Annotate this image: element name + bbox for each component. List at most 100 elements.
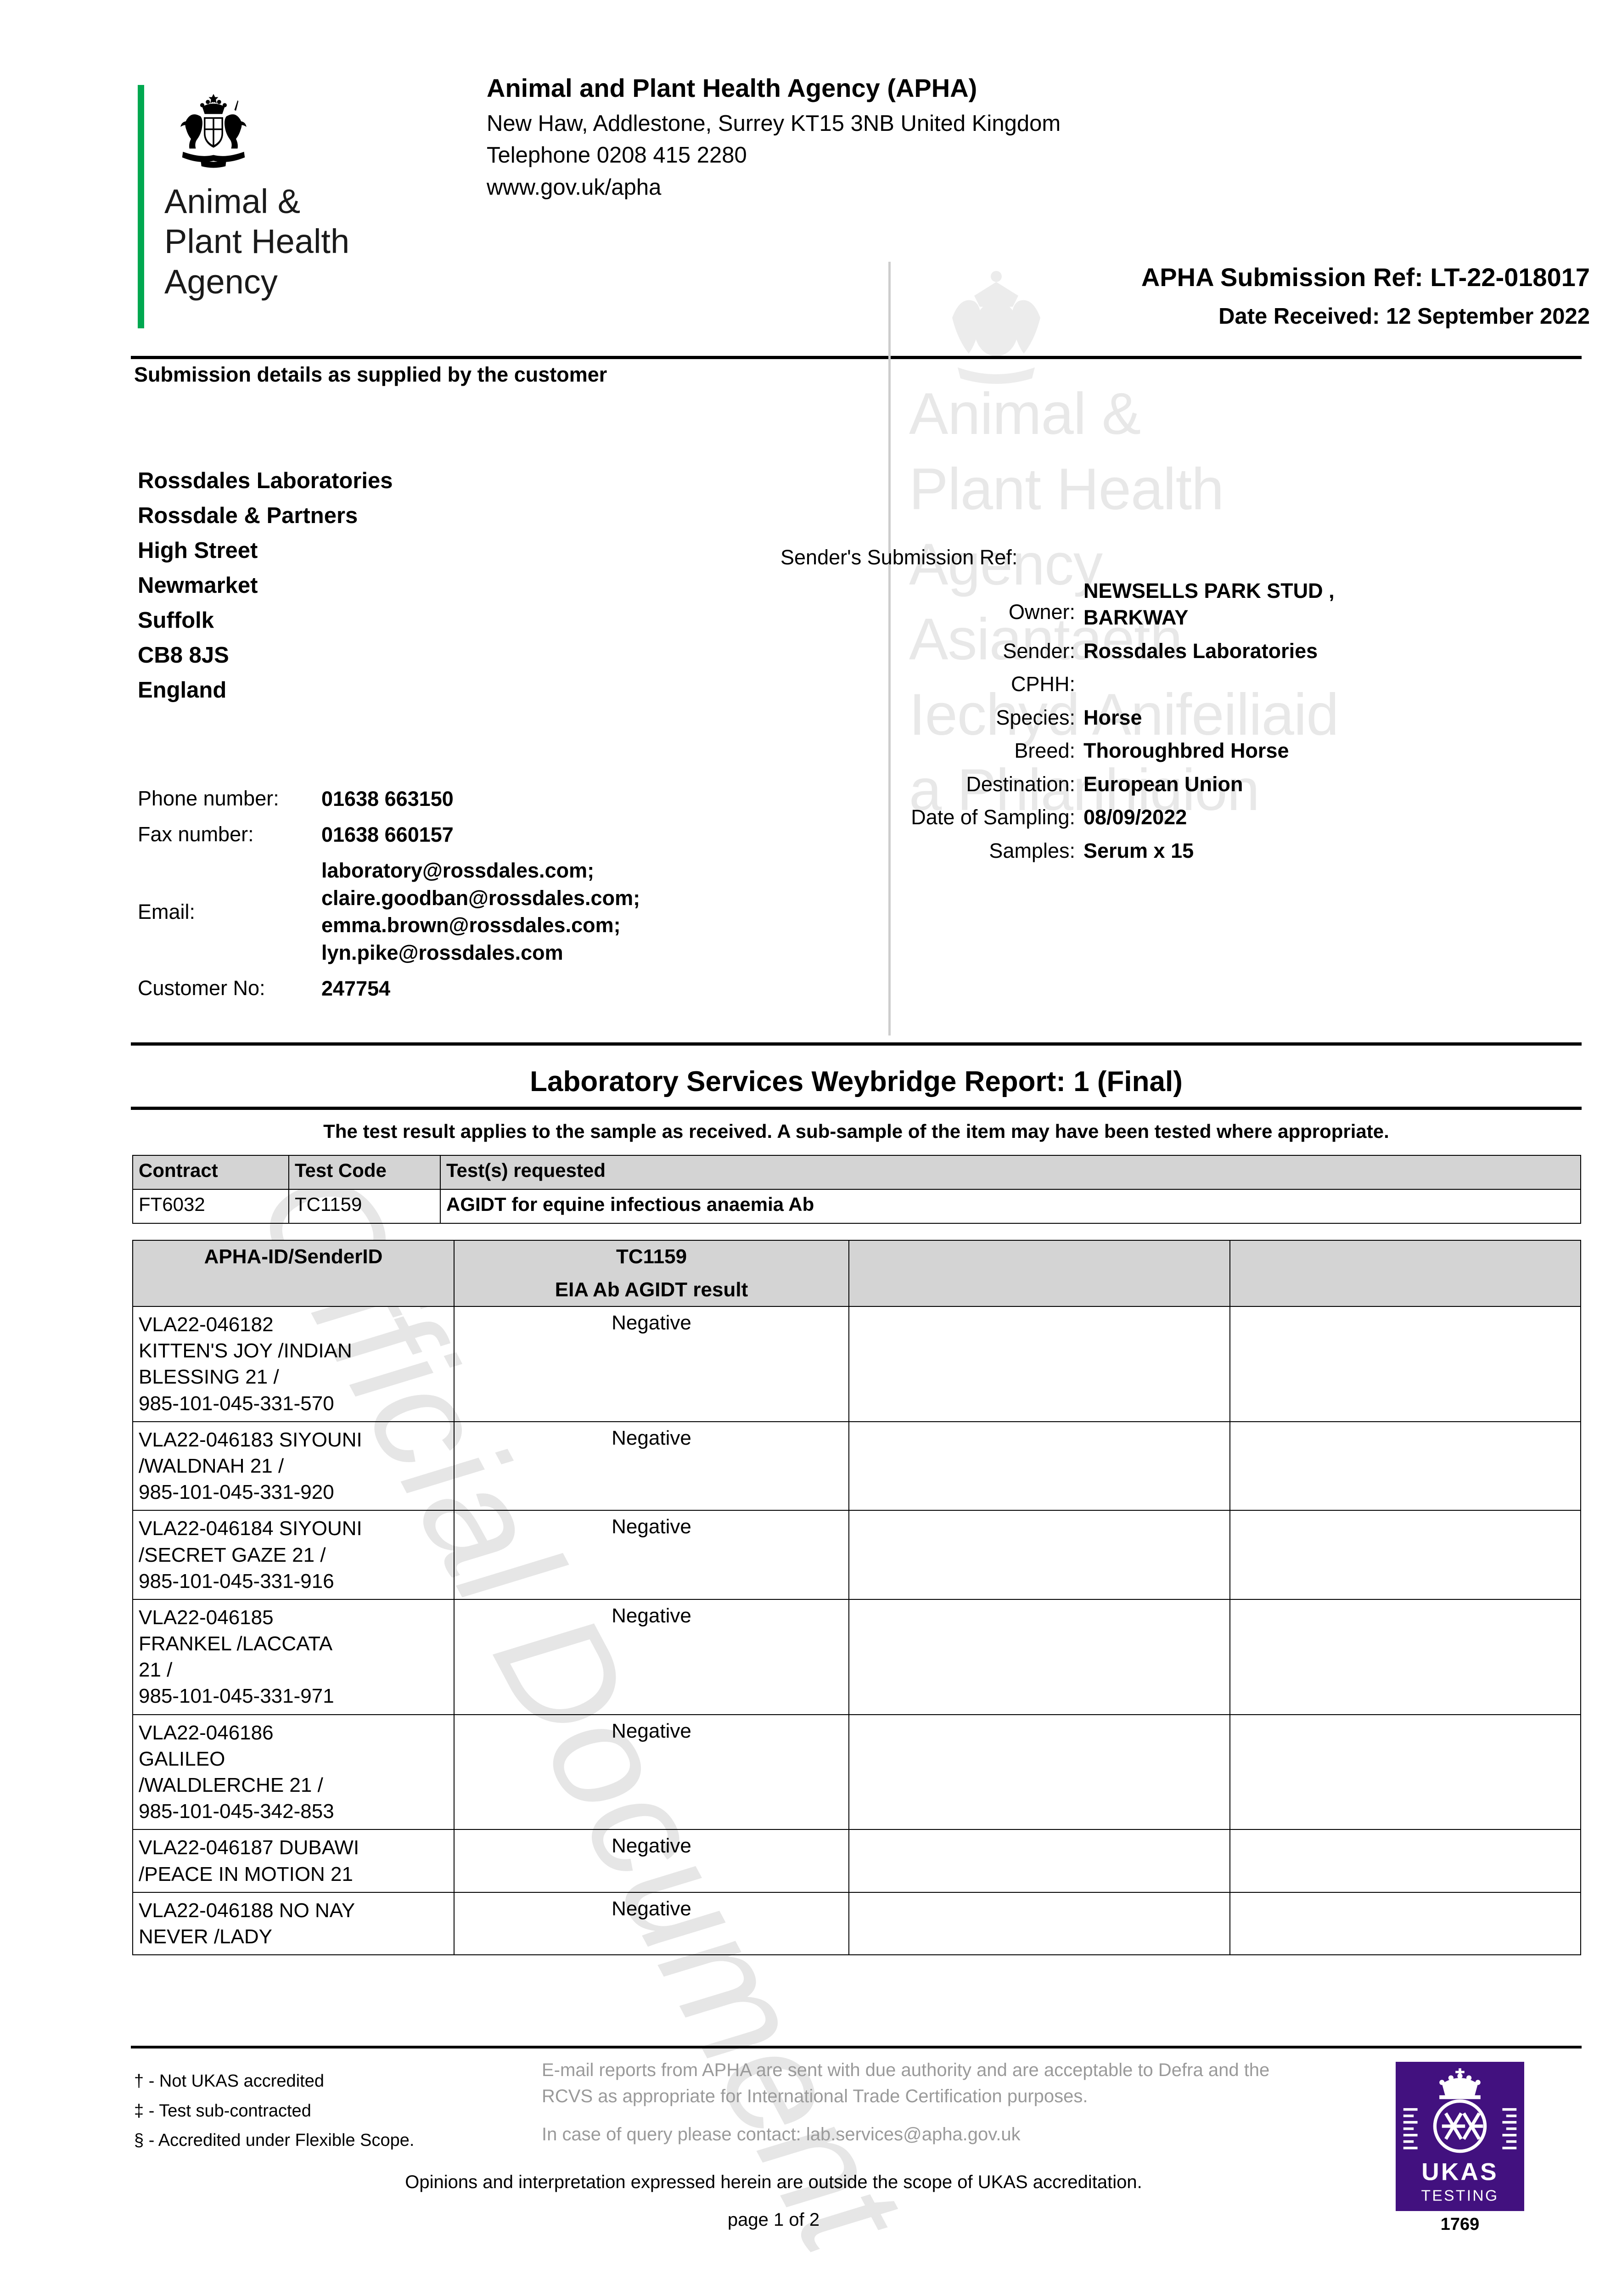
cphh-label: CPHH: (1010, 672, 1075, 696)
ukas-type-text: TESTING (1421, 2188, 1499, 2205)
customer-address: Rossdales Laboratories Rossdale & Partne… (138, 468, 393, 703)
results-cell-col3 (848, 1510, 1230, 1600)
results-cell-col3 (848, 1891, 1230, 1956)
results-cell-id: VLA22-046185 FRANKEL /LACCATA 21 / 985-1… (132, 1598, 455, 1715)
ukas-logo-icon: UKAS TESTING (1396, 2062, 1524, 2211)
submission-meta-block: Sender's Submission Ref: Owner: NEWSELLS… (780, 544, 1561, 871)
ukas-name-text: UKAS (1421, 2159, 1499, 2186)
results-header-apha-id: APHA-ID/SenderID (132, 1240, 455, 1307)
results-cell-id: VLA22-046182 KITTEN'S JOY /INDIAN BLESSI… (132, 1306, 455, 1422)
results-cell-col4 (1229, 1829, 1581, 1893)
footer-opinion-note: Opinions and interpretation expressed he… (405, 2172, 1142, 2192)
agency-address: New Haw, Addlestone, Surrey KT15 3NB Uni… (487, 111, 1061, 136)
phone-value: 01638 663150 (321, 787, 454, 810)
footer-divider (131, 2046, 1582, 2048)
sender-label: Sender: (1003, 639, 1075, 663)
agency-contact-block: Animal and Plant Health Agency (APHA) Ne… (487, 71, 1061, 204)
contact-row-email: Email: laboratory@rossdales.com; claire.… (138, 857, 826, 967)
results-cell-result: Negative (454, 1598, 849, 1715)
results-header-test: TC1159 EIA Ab AGIDT result (454, 1240, 849, 1307)
contract-cell-tests-requested: AGIDT for equine infectious anaemia Ab (440, 1189, 1581, 1224)
results-cell-id: VLA22-046186 GALILEO /WALDLERCHE 21 / 98… (132, 1714, 455, 1830)
contract-header-test-code: Test Code (288, 1155, 441, 1190)
ukas-badge: UKAS TESTING (1396, 2062, 1524, 2211)
date-of-sampling-value: 08/09/2022 (1083, 805, 1187, 829)
results-cell-id: VLA22-046187 DUBAWI /PEACE IN MOTION 21 (132, 1829, 455, 1893)
footer-email-note: E-mail reports from APHA are sent with d… (542, 2057, 1322, 2159)
meta-row-destination: Destination: European Union (780, 771, 1561, 798)
customer-no-value: 247754 (321, 977, 391, 1001)
results-cell-result: Negative (454, 1829, 849, 1893)
royal-crest-watermark-icon (952, 271, 1040, 384)
results-cell-col4 (1229, 1306, 1581, 1422)
meta-row-species: Species: Horse (780, 704, 1561, 732)
species-value: Horse (1083, 705, 1142, 729)
meta-row-samples: Samples: Serum x 15 (780, 838, 1561, 865)
ukas-number: 1769 (1440, 2215, 1480, 2234)
results-cell-col4 (1229, 1598, 1581, 1715)
meta-row-senders-ref: Sender's Submission Ref: (780, 544, 1561, 571)
footer-email-note-line1: E-mail reports from APHA are sent with d… (542, 2060, 1270, 2106)
results-header-col4 (1229, 1240, 1581, 1307)
meta-row-date-of-sampling: Date of Sampling: 08/09/2022 (780, 804, 1561, 831)
agency-telephone: Telephone 0208 415 2280 (487, 143, 747, 168)
breed-label: Breed: (1014, 739, 1075, 762)
results-table-header-row: APHA-ID/SenderID TC1159 EIA Ab AGIDT res… (132, 1240, 1581, 1307)
meta-row-cphh: CPHH: (780, 671, 1561, 698)
table-row: VLA22-046184 SIYOUNI /SECRET GAZE 21 / 9… (132, 1510, 1581, 1600)
results-cell-id: VLA22-046188 NO NAY NEVER /LADY (132, 1891, 455, 1956)
date-of-sampling-label: Date of Sampling: (911, 805, 1075, 829)
results-cell-col4 (1229, 1714, 1581, 1830)
contract-cell-test-code: TC1159 (288, 1189, 441, 1224)
breed-value: Thoroughbred Horse (1083, 739, 1289, 762)
meta-row-owner: Owner: NEWSELLS PARK STUD , BARKWAY (780, 578, 1561, 631)
results-cell-col4 (1229, 1891, 1581, 1956)
email-value: laboratory@rossdales.com; claire.goodban… (321, 858, 640, 965)
samples-label: Samples: (989, 838, 1075, 862)
fax-label: Fax number: (138, 822, 254, 846)
ukas-accreditation-mark: UKAS TESTING 1769 (1396, 2062, 1524, 2234)
email-label: Email: (138, 900, 196, 923)
results-cell-result: Negative (454, 1714, 849, 1830)
results-cell-id: VLA22-046184 SIYOUNI /SECRET GAZE 21 / 9… (132, 1510, 455, 1600)
results-cell-col3 (848, 1421, 1230, 1511)
table-row: VLA22-046186 GALILEO /WALDLERCHE 21 / 98… (132, 1714, 1581, 1830)
results-cell-result: Negative (454, 1891, 849, 1956)
senders-submission-ref-label: Sender's Submission Ref: (780, 546, 1018, 569)
species-label: Species: (996, 705, 1075, 729)
results-cell-col4 (1229, 1421, 1581, 1511)
customer-no-label: Customer No: (138, 976, 265, 1000)
footer-email-note-line2: In case of query please contact: lab.ser… (542, 2124, 1021, 2144)
owner-label: Owner: (1008, 600, 1075, 624)
results-cell-col4 (1229, 1510, 1581, 1600)
contact-row-customer-no: Customer No: 247754 (138, 975, 826, 1002)
results-cell-result: Negative (454, 1421, 849, 1511)
table-row: VLA22-046183 SIYOUNI /WALDNAH 21 / 985-1… (132, 1421, 1581, 1511)
contract-header-contract: Contract (132, 1155, 289, 1190)
date-received: Date Received: 12 September 2022 (1218, 304, 1590, 329)
submission-details-label: Submission details as supplied by the cu… (134, 363, 607, 386)
results-table: APHA-ID/SenderID TC1159 EIA Ab AGIDT res… (132, 1240, 1581, 1956)
customer-contact-block: Phone number: 01638 663150 Fax number: 0… (138, 785, 826, 1011)
agency-website: www.gov.uk/apha (487, 175, 662, 200)
results-cell-col3 (848, 1714, 1230, 1830)
meta-row-sender: Sender: Rossdales Laboratories (780, 638, 1561, 665)
table-row: VLA22-046187 DUBAWI /PEACE IN MOTION 21 … (132, 1829, 1581, 1893)
meta-row-breed: Breed: Thoroughbred Horse (780, 737, 1561, 765)
results-cell-col3 (848, 1598, 1230, 1715)
results-header-test-name: EIA Ab AGIDT result (555, 1278, 748, 1301)
contract-table: Contract Test Code Test(s) requested FT6… (132, 1155, 1581, 1224)
column-separator-line (888, 262, 891, 1035)
contract-table-header-row: Contract Test Code Test(s) requested (132, 1155, 1581, 1190)
logo-accent-bar (138, 85, 144, 328)
results-cell-result: Negative (454, 1306, 849, 1422)
agency-name: Animal and Plant Health Agency (APHA) (487, 73, 977, 102)
contract-header-tests-requested: Test(s) requested (440, 1155, 1581, 1190)
results-cell-col3 (848, 1306, 1230, 1422)
report-note: The test result applies to the sample as… (323, 1120, 1389, 1142)
submission-ref-block: APHA Submission Ref: LT-22-018017 Date R… (1141, 262, 1590, 331)
owner-value: NEWSELLS PARK STUD , BARKWAY (1083, 579, 1335, 630)
results-header-test-code: TC1159 (616, 1245, 687, 1268)
destination-value: European Union (1083, 772, 1243, 796)
